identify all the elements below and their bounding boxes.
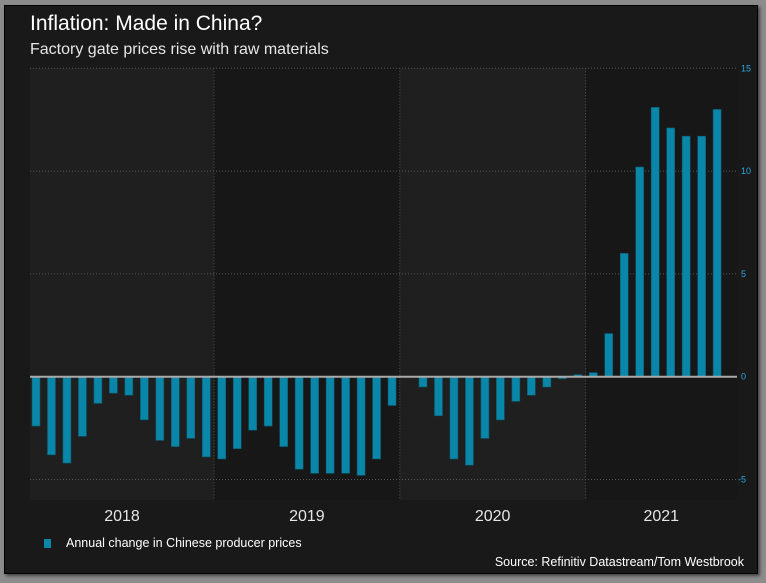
bar [619,253,629,377]
bar [650,107,660,377]
bar [140,376,149,421]
bar [47,376,56,456]
year-label: 2019 [289,508,325,525]
bar [681,135,691,377]
bar [418,376,428,388]
y-tick-label: 0 [741,372,746,382]
bar [542,376,552,388]
bar [310,376,319,474]
year-label: 2018 [104,508,140,525]
bar [356,376,366,476]
year-band [399,68,586,501]
legend-label: Annual change in Chinese producer prices [66,536,302,550]
bar [263,376,273,427]
y-tick-label: 15 [741,63,751,73]
legend: Annual change in Chinese producer prices [44,536,302,550]
bar [666,127,675,378]
bar [248,376,258,431]
bar [527,376,536,396]
bar [712,109,722,377]
y-tick-label: 10 [741,166,751,176]
bar [31,376,41,427]
bar [496,376,505,421]
bar [201,376,211,458]
bar [604,333,614,377]
year-label: 2021 [643,508,679,525]
bar [465,376,474,466]
bar [480,376,490,439]
bar [217,376,227,460]
chart-title: Inflation: Made in China? [30,12,263,35]
bar [124,376,134,396]
bar [171,376,180,447]
source-note: Source: Refinitiv Datastream/Tom Westbro… [494,555,744,569]
year-band [214,68,400,501]
year-band [585,68,737,501]
bar [294,376,304,470]
bar [232,376,242,449]
y-tick-label: 5 [741,269,746,279]
bar [78,376,87,437]
year-label: 2020 [475,508,511,525]
bar [279,376,288,447]
chart-subtitle: Factory gate prices rise with raw materi… [30,41,329,58]
bar [93,376,103,404]
bar [697,135,706,377]
bar [449,376,459,460]
bar [325,376,335,474]
bar [186,376,196,439]
bar [387,376,397,406]
y-tick-label: -5 [738,475,746,485]
bar [635,166,645,378]
legend-swatch [44,538,51,548]
bar [511,376,521,402]
bar [109,376,118,394]
year-band [30,68,215,501]
bar [155,376,165,441]
bar [62,376,72,464]
bar [341,376,350,474]
bar [434,376,443,417]
bar [372,376,381,460]
